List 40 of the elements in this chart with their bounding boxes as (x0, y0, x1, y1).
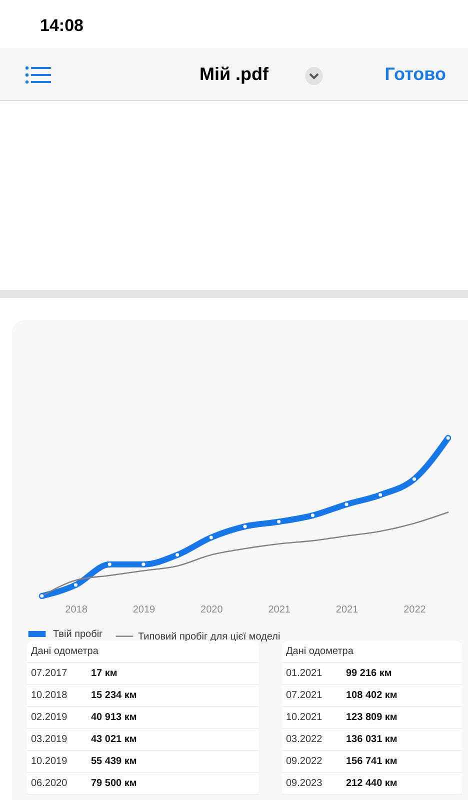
text: 07.2017 (31, 668, 68, 679)
legend-label: Твій пробіг (53, 629, 104, 640)
text: 15 234 км (91, 689, 137, 703)
x-tick-label: 2021 (336, 604, 359, 616)
text: 14:08 (40, 16, 84, 36)
text: Готово (384, 64, 446, 85)
text: Дані одометра (282, 641, 462, 663)
x-tick-label: 2022 (404, 604, 426, 616)
point (445, 435, 452, 441)
text: 212 440 км (346, 777, 398, 791)
x-tick-label: 2019 (132, 604, 156, 616)
point (38, 593, 45, 599)
text: 03.2019 (31, 734, 68, 745)
text: 156 741 км (346, 755, 398, 769)
x-tick-label: 2018 (65, 604, 88, 616)
text: 02.2019 (31, 712, 68, 723)
x-tick-label: 2021 (268, 604, 291, 616)
text: 43 021 км (91, 733, 137, 747)
point (411, 476, 418, 482)
text: 10.2021 (286, 712, 322, 723)
text: Дані одометра (27, 641, 259, 663)
legend-label: Типовий пробіг для цієї моделі (138, 631, 280, 642)
text: 55 439 км (91, 755, 137, 769)
text: 01.2021 (286, 668, 322, 679)
text: Мій .pdf (199, 64, 269, 84)
text: 17 км (91, 667, 118, 681)
text: 09.2022 (286, 756, 322, 767)
text: 136 031 км (346, 733, 398, 747)
text: 03.2022 (286, 734, 322, 745)
text: 09.2023 (286, 778, 322, 789)
text: 10.2019 (31, 756, 68, 767)
text: 108 402 км (346, 689, 398, 703)
text: 07.2021 (286, 690, 322, 701)
text: 10.2018 (31, 690, 68, 701)
text: 79 500 км (91, 777, 137, 791)
x-tick-label: 2020 (200, 604, 224, 616)
text: 99 216 км (346, 667, 392, 681)
text: 123 809 км (346, 711, 398, 725)
text: 06.2020 (31, 778, 68, 789)
text: 40 913 км (91, 711, 137, 725)
